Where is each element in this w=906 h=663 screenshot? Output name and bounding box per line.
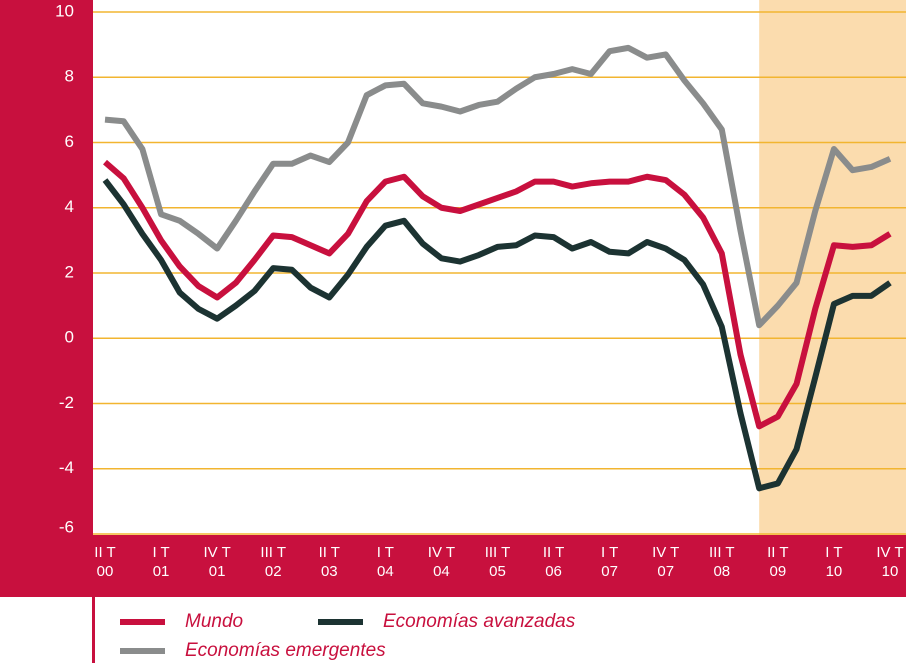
legend-label: Mundo [185, 611, 243, 632]
y-tick-label: 6 [65, 132, 74, 151]
bottom-band [0, 535, 906, 597]
projection-shade [759, 0, 906, 535]
x-tick-label: IV T 01 [204, 544, 231, 580]
y-tick-label: 4 [65, 197, 74, 216]
x-tick-label: II T 00 [94, 544, 115, 580]
x-tick-label: I T 01 [152, 544, 169, 580]
y-tick-label: 0 [65, 328, 74, 347]
legend-rule [92, 597, 95, 663]
y-tick-label: 2 [65, 262, 74, 281]
x-tick-label: II T 06 [543, 544, 564, 580]
x-tick-label: I T 10 [825, 544, 842, 580]
legend-label: Economías avanzadas [383, 611, 576, 632]
x-tick-label: IV T 10 [876, 544, 903, 580]
series-line [103, 159, 892, 430]
series-line [102, 178, 892, 492]
x-tick-label: III T 05 [485, 544, 511, 580]
y-tick-label: -6 [59, 517, 74, 536]
y-tick-label: -2 [59, 393, 74, 412]
x-tick-label: II T 03 [319, 544, 340, 580]
series-line [104, 44, 892, 329]
x-tick-label: III T 02 [260, 544, 286, 580]
legend-label: Economías emergentes [185, 640, 386, 661]
left-band [0, 0, 93, 597]
x-tick-label: I T 04 [377, 544, 394, 580]
y-tick-label: 8 [65, 67, 74, 86]
x-tick-label: III T 08 [709, 544, 735, 580]
y-tick-label: -4 [59, 458, 74, 477]
x-tick-label: I T 07 [601, 544, 618, 580]
x-tick-label: IV T 04 [428, 544, 455, 580]
x-tick-label: II T 09 [767, 544, 788, 580]
x-tick-label: IV T 07 [652, 544, 679, 580]
y-tick-label: 10 [55, 1, 74, 20]
